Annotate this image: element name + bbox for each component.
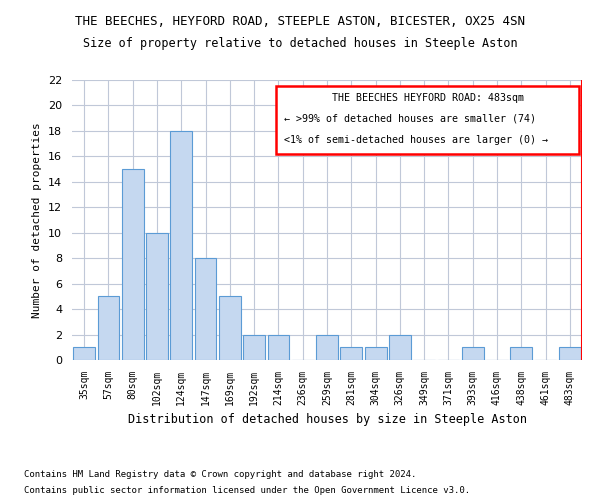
Bar bbox=[243, 334, 265, 360]
Bar bbox=[559, 348, 581, 360]
Bar bbox=[146, 232, 168, 360]
Bar bbox=[462, 348, 484, 360]
Text: Contains public sector information licensed under the Open Government Licence v3: Contains public sector information licen… bbox=[24, 486, 470, 495]
Bar bbox=[194, 258, 217, 360]
Text: Contains HM Land Registry data © Crown copyright and database right 2024.: Contains HM Land Registry data © Crown c… bbox=[24, 470, 416, 479]
Bar bbox=[73, 348, 95, 360]
FancyBboxPatch shape bbox=[276, 86, 580, 154]
Bar bbox=[122, 169, 143, 360]
Bar bbox=[511, 348, 532, 360]
Text: THE BEECHES HEYFORD ROAD: 483sqm: THE BEECHES HEYFORD ROAD: 483sqm bbox=[332, 92, 524, 102]
Y-axis label: Number of detached properties: Number of detached properties bbox=[32, 122, 43, 318]
Bar bbox=[170, 131, 192, 360]
Bar bbox=[97, 296, 119, 360]
Bar bbox=[219, 296, 241, 360]
Bar bbox=[340, 348, 362, 360]
Text: <1% of semi-detached houses are larger (0) →: <1% of semi-detached houses are larger (… bbox=[284, 134, 548, 144]
Bar bbox=[268, 334, 289, 360]
Text: ← >99% of detached houses are smaller (74): ← >99% of detached houses are smaller (7… bbox=[284, 114, 536, 124]
Text: THE BEECHES, HEYFORD ROAD, STEEPLE ASTON, BICESTER, OX25 4SN: THE BEECHES, HEYFORD ROAD, STEEPLE ASTON… bbox=[75, 15, 525, 28]
Bar bbox=[365, 348, 386, 360]
X-axis label: Distribution of detached houses by size in Steeple Aston: Distribution of detached houses by size … bbox=[128, 414, 527, 426]
Text: Size of property relative to detached houses in Steeple Aston: Size of property relative to detached ho… bbox=[83, 38, 517, 51]
Bar bbox=[316, 334, 338, 360]
Bar bbox=[389, 334, 411, 360]
